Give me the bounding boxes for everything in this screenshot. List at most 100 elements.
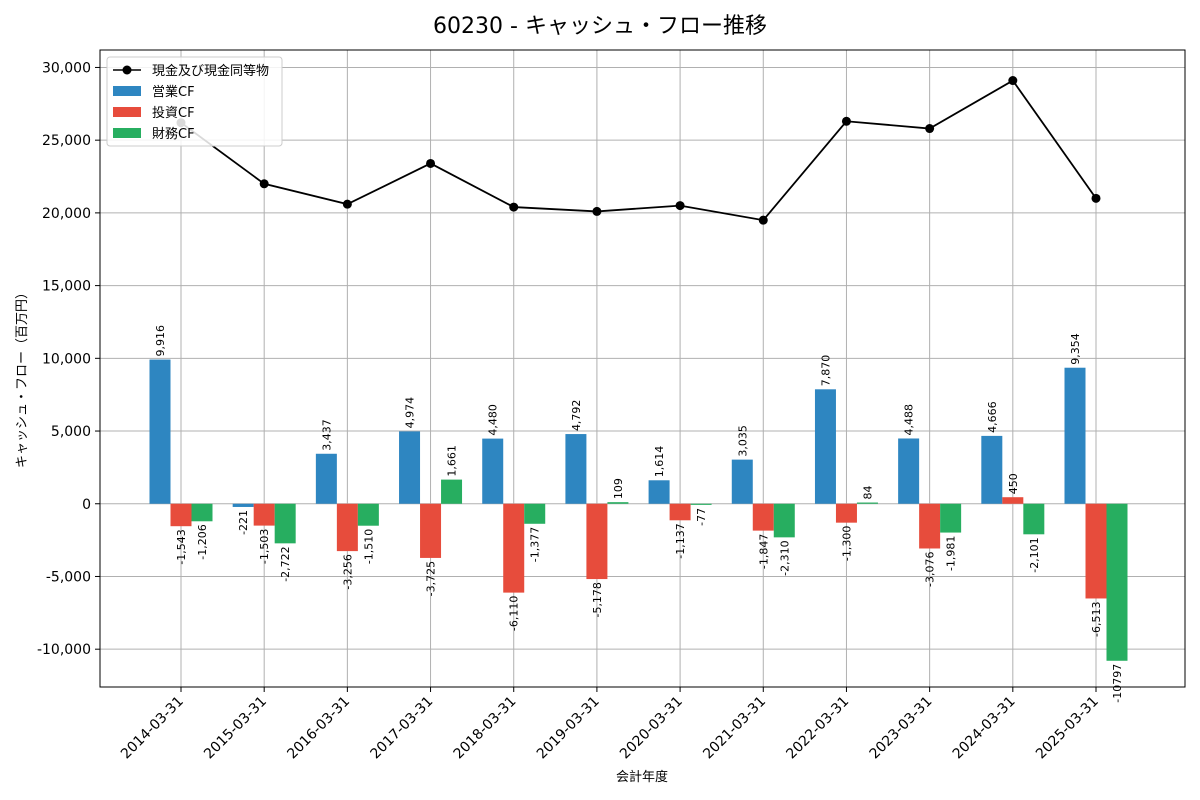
investing-cf-bar [1002,497,1024,504]
operating-cf-label: 9,354 [1069,333,1082,365]
operating-cf-label: 4,480 [487,404,500,436]
investing-cf-bar [253,503,275,526]
y-tick-label: 5,000 [51,424,91,440]
cash-point [1091,193,1101,203]
investing-cf-label: -1,847 [757,534,770,569]
financing-cf-label: 84 [861,486,874,500]
x-tick-label: 2019-03-31 [534,694,603,763]
investing-cf-bar [503,503,525,593]
x-tick-label: 2016-03-31 [284,694,353,763]
cash-point [675,201,685,211]
operating-cf-label: 1,614 [653,446,666,478]
financing-cf-label: -1,510 [362,529,375,564]
financing-cf-bar [524,503,546,524]
financing-cf-label: -1,981 [945,536,958,571]
x-axis-ticks: 2014-03-31 2015-03-31 2016-03-31 2017-03-31… [118,687,1102,762]
financing-cf-label: -1,206 [196,524,209,559]
y-axis-label: キャッシュ・フロー（百万円） [15,286,30,468]
legend: 現金及び現金同等物 営業CF 投資CF 財務CF [106,56,283,147]
investing-cf-label: -3,256 [341,554,354,589]
legend-item-operating: 営業CF [113,84,195,100]
operating-cf-bar [1064,367,1086,504]
investing-cf-label: -6,110 [508,596,521,631]
legend-label-investing: 投資CF [152,105,195,121]
x-tick-label: 2023-03-31 [867,694,936,763]
investing-cf-bar [170,503,192,527]
x-tick-label: 2020-03-31 [617,694,686,763]
x-tick-label: 2024-03-31 [950,694,1019,763]
cash-line-path [180,79,1097,222]
cash-point [841,116,851,126]
financing-cf-label: 1,661 [446,445,459,477]
investing-cf-bar [1085,503,1107,599]
investing-cf-label: -1,300 [840,526,853,561]
operating-cf-bar [232,503,254,507]
financing-cf-label: -1,377 [529,527,542,562]
cash-point [426,158,436,168]
investing-cf-label: 450 [1007,473,1020,494]
financing-cf-bar [191,503,213,522]
x-tick-label: 2022-03-31 [783,694,852,763]
operating-cf-bar [482,438,504,504]
investing-cf-bar [586,503,608,580]
cash-point [592,206,602,216]
financing-cf-bar [940,503,962,533]
operating-cf-bar [648,480,670,504]
x-tick-label: 2014-03-31 [118,694,187,763]
financing-cf-label: -2,310 [778,540,791,575]
legend-item-investing: 投資CF [113,105,195,121]
y-tick-label: -10,000 [37,642,91,658]
legend-label-cash: 現金及び現金同等物 [152,63,269,79]
financing-cf-bar [856,502,878,504]
operating-cf-label: 4,974 [404,397,417,429]
x-tick-label: 2017-03-31 [368,694,437,763]
financing-cf-label: -2,722 [279,546,292,581]
investing-cf-bar [835,503,857,523]
y-tick-label: 15,000 [42,279,91,295]
investing-cf-label: -1,137 [674,523,687,558]
financing-cf-bar [773,503,795,538]
bar-labels: 9,916 -221 3,437 4,974 4,480 4,792 1,614 3,035 7… [154,325,1124,703]
y-tick-label: 20,000 [42,206,91,222]
investing-cf-label: -3,076 [924,551,937,586]
operating-cf-bar [149,359,171,504]
investing-cf-bar [752,503,774,531]
investing-cf-bar [669,503,691,521]
x-tick-label: 2021-03-31 [700,694,769,763]
legend-box [106,56,283,147]
cash-point [342,199,352,209]
operating-cf-label: -221 [237,510,250,535]
y-tick-label: 10,000 [42,351,91,367]
chart-title: 60230 - キャッシュ・フロー推移 [433,14,767,39]
operating-cf-bar [399,431,421,504]
operating-cf-bar [565,434,587,504]
operating-cf-label: 4,666 [986,401,999,433]
financing-cf-bar [1106,503,1128,661]
x-tick-label: 2018-03-31 [451,694,520,763]
investing-cf-label: -1,543 [175,529,188,564]
cash-point [925,124,935,134]
cash-point [1008,76,1018,86]
investing-cf-label: -6,513 [1090,601,1103,636]
financing-cf-bar [274,503,296,544]
x-tick-label: 2025-03-31 [1033,694,1102,763]
operating-cf-bar [898,438,920,504]
y-tick-label: 30,000 [42,60,91,76]
operating-cf-label: 4,792 [570,400,583,432]
x-axis-label: 会計年度 [616,769,668,785]
operating-cf-bar [731,459,753,504]
cash-point [259,179,269,189]
x-tick-label: 2015-03-31 [201,694,270,763]
investing-cf-label: -3,725 [425,561,438,596]
operating-cf-bar [981,435,1003,504]
legend-item-cash: 現金及び現金同等物 [113,63,269,79]
operating-cf-label: 7,870 [819,355,832,387]
operating-cf-label: 3,437 [320,419,333,451]
legend-label-financing: 財務CF [152,127,195,142]
operating-cf-label: 4,488 [903,404,916,436]
y-tick-label: 0 [82,497,91,513]
financing-cf-bar [1023,503,1045,535]
financing-cf-label: 109 [612,478,625,499]
cash-point [509,202,519,212]
